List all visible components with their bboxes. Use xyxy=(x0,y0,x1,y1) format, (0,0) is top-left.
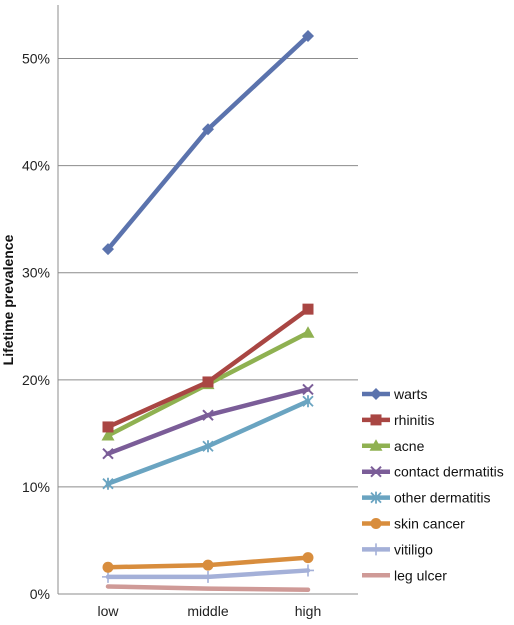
data-point-skin-cancer xyxy=(302,552,314,564)
series-other-dermatitis xyxy=(102,395,314,490)
data-point-other-dermatitis xyxy=(202,440,214,453)
y-tick-label: 0% xyxy=(30,586,50,602)
y-tick-label: 30% xyxy=(22,265,50,281)
series-line-rhinitis xyxy=(105,306,311,430)
legend-label: skin cancer xyxy=(394,516,465,532)
legend-marker xyxy=(370,388,382,400)
legend-item-warts: warts xyxy=(362,386,427,402)
series-skin-cancer xyxy=(102,552,314,573)
axes: 0% 10% 20% 30% 40% 50% low middle high xyxy=(22,5,358,619)
data-point-vitiligo xyxy=(102,570,114,583)
series-leg-ulcer xyxy=(105,584,311,592)
legend-label: other dermatitis xyxy=(394,490,490,506)
data-point-other-dermatitis xyxy=(302,395,314,408)
legend-label: vitiligo xyxy=(394,541,433,557)
data-point-skin-cancer xyxy=(102,561,114,573)
data-point-rhinitis xyxy=(202,376,214,388)
legend: warts rhinitis acne contact dermatitis other… xyxy=(362,386,504,583)
series-warts xyxy=(102,30,314,256)
data-point-skin-cancer xyxy=(202,559,214,571)
legend-marker xyxy=(370,414,382,426)
x-tick-label: high xyxy=(295,603,321,619)
series-rhinitis xyxy=(102,303,314,433)
legend-marker xyxy=(370,543,382,556)
data-point-acne xyxy=(301,326,315,338)
data-point-acne xyxy=(101,429,115,441)
series-line-warts xyxy=(105,33,311,252)
y-tick-label: 40% xyxy=(22,158,50,174)
legend-marker xyxy=(369,439,383,451)
legend-label: rhinitis xyxy=(394,412,434,428)
data-point-warts xyxy=(202,123,214,136)
legend-item-skin-cancer: skin cancer xyxy=(362,516,465,532)
data-point-rhinitis xyxy=(302,303,314,315)
legend-marker xyxy=(370,491,382,504)
series-line-leg-ulcer xyxy=(105,584,311,592)
data-point-rhinitis xyxy=(102,421,114,433)
legend-label: contact dermatitis xyxy=(394,464,504,480)
y-axis-label: Lifetime prevalence xyxy=(0,234,16,365)
legend-label: leg ulcer xyxy=(394,567,447,583)
legend-label: acne xyxy=(394,438,425,454)
x-tick-label: low xyxy=(97,603,119,619)
series-vitiligo xyxy=(102,564,314,583)
legend-item-other-dermatitis: other dermatitis xyxy=(362,490,490,506)
series-lines xyxy=(101,30,315,592)
legend-item-acne: acne xyxy=(362,438,425,454)
y-tick-label: 10% xyxy=(22,479,50,495)
data-point-contact-dermatitis xyxy=(302,383,314,396)
legend-item-rhinitis: rhinitis xyxy=(362,412,434,428)
legend-item-vitiligo: vitiligo xyxy=(362,541,433,557)
gridlines xyxy=(58,58,358,488)
data-point-warts xyxy=(302,30,314,43)
series-contact-dermatitis xyxy=(102,383,314,460)
data-point-contact-dermatitis xyxy=(202,409,214,421)
y-tick-label: 20% xyxy=(22,372,50,388)
data-point-other-dermatitis xyxy=(102,477,114,490)
x-tick-label: middle xyxy=(187,603,228,619)
data-point-contact-dermatitis xyxy=(102,448,114,460)
y-tick-label: 50% xyxy=(22,51,50,67)
legend-marker xyxy=(370,465,382,478)
data-point-vitiligo xyxy=(302,564,314,577)
legend-item-leg-ulcer: leg ulcer xyxy=(362,567,447,583)
data-point-vitiligo xyxy=(202,570,214,583)
legend-label: warts xyxy=(393,386,427,402)
legend-marker xyxy=(370,518,382,529)
legend-item-contact-dermatitis: contact dermatitis xyxy=(362,464,504,480)
data-point-warts xyxy=(102,243,114,256)
